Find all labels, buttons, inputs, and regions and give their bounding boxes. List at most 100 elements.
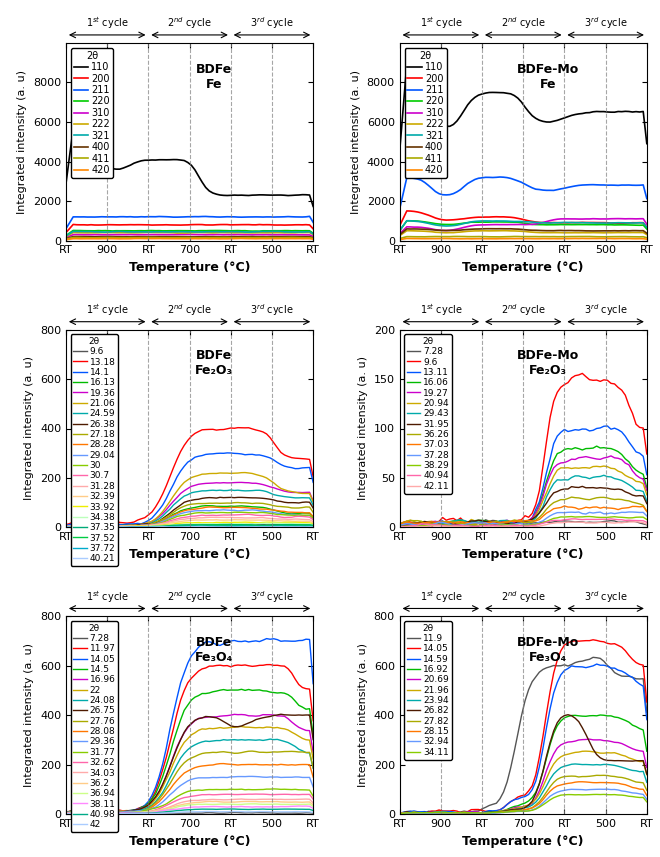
14.05 — [614, 640, 622, 650]
42 — [170, 807, 178, 818]
16.96 — [119, 807, 127, 818]
33.92 — [198, 518, 206, 528]
Legend: 110, 200, 211, 220, 310, 222, 321, 400, 411, 420: 110, 200, 211, 220, 310, 222, 321, 400, … — [71, 48, 113, 178]
Text: 2$^{nd}$ cycle: 2$^{nd}$ cycle — [167, 302, 212, 318]
23.94 — [535, 793, 543, 803]
Line: 40.94: 40.94 — [400, 518, 647, 527]
37.72 — [119, 522, 127, 532]
36.2 — [277, 797, 285, 807]
222 — [119, 227, 127, 237]
310 — [428, 224, 436, 234]
420 — [610, 234, 618, 244]
420 — [428, 233, 436, 243]
42 — [123, 808, 131, 818]
37.35 — [141, 522, 148, 532]
14.5 — [141, 801, 148, 812]
31.95 — [532, 512, 540, 522]
X-axis label: Temperature (°C): Temperature (°C) — [463, 835, 584, 848]
36.94 — [309, 801, 317, 812]
27.76 — [198, 748, 206, 758]
Line: 21.06: 21.06 — [66, 472, 313, 527]
Line: 420: 420 — [66, 238, 313, 240]
37.03 — [643, 506, 651, 517]
23.94 — [643, 777, 651, 788]
14.05 — [457, 807, 465, 818]
13.11 — [614, 424, 622, 434]
36.94 — [277, 800, 285, 810]
411 — [62, 234, 70, 244]
411 — [270, 232, 278, 243]
27.18 — [234, 497, 242, 507]
400 — [273, 231, 281, 242]
32.39 — [198, 515, 206, 525]
40.21 — [170, 522, 178, 532]
13.18 — [273, 442, 281, 452]
27.18 — [119, 520, 127, 530]
37.35 — [202, 520, 210, 530]
42 — [98, 809, 106, 819]
32.39 — [273, 516, 281, 526]
37.03 — [503, 517, 511, 527]
321 — [119, 226, 127, 237]
222 — [137, 227, 145, 237]
110 — [475, 90, 482, 100]
26.82 — [428, 807, 436, 818]
31.95 — [428, 517, 436, 527]
34.38 — [141, 522, 148, 532]
7.28 — [396, 520, 404, 530]
24.59 — [227, 485, 235, 495]
21.06 — [198, 469, 206, 479]
14.1 — [273, 458, 281, 468]
29.36 — [119, 806, 127, 817]
222 — [277, 228, 285, 238]
16.06 — [396, 518, 404, 529]
7.28 — [119, 807, 127, 818]
16.13 — [202, 500, 210, 511]
33.92 — [309, 519, 317, 530]
Line: 28.28: 28.28 — [66, 507, 313, 527]
110 — [403, 59, 411, 69]
222 — [607, 228, 615, 238]
30.7 — [137, 520, 145, 530]
42.11 — [632, 517, 640, 527]
7.28 — [471, 518, 479, 528]
19.36 — [198, 479, 206, 489]
26.75 — [170, 752, 178, 762]
310 — [471, 220, 479, 231]
420 — [578, 233, 586, 243]
29.36 — [277, 772, 285, 782]
Line: 110: 110 — [66, 129, 313, 207]
Line: 14.05: 14.05 — [66, 638, 313, 815]
27.82 — [396, 808, 404, 818]
110 — [396, 147, 404, 157]
40.98 — [94, 808, 102, 818]
16.96 — [94, 806, 102, 816]
400 — [607, 225, 615, 236]
11.9 — [396, 808, 404, 818]
310 — [309, 231, 317, 242]
110 — [123, 161, 131, 171]
220 — [98, 225, 106, 236]
26.38 — [273, 496, 281, 506]
16.06 — [428, 519, 436, 530]
Line: 31.77: 31.77 — [66, 789, 313, 812]
42 — [94, 809, 102, 819]
11.97 — [266, 659, 274, 669]
Legend: 7.28, 9.6, 13.11, 16.06, 19.27, 20.94, 29.43, 31.95, 36.26, 37.03, 37.28, 38.29,: 7.28, 9.6, 13.11, 16.06, 19.27, 20.94, 2… — [404, 334, 451, 494]
13.18 — [119, 518, 127, 528]
27.82 — [407, 808, 414, 818]
420 — [238, 233, 246, 243]
36.2 — [273, 796, 281, 806]
11.9 — [475, 806, 482, 816]
411 — [119, 232, 127, 243]
26.75 — [98, 807, 106, 818]
31.77 — [270, 784, 278, 794]
321 — [62, 231, 70, 241]
24.08 — [62, 808, 70, 818]
200 — [98, 220, 106, 231]
28.15 — [643, 790, 651, 800]
36.26 — [478, 519, 486, 530]
13.11 — [432, 517, 440, 527]
21.96 — [396, 808, 404, 818]
400 — [453, 225, 461, 236]
